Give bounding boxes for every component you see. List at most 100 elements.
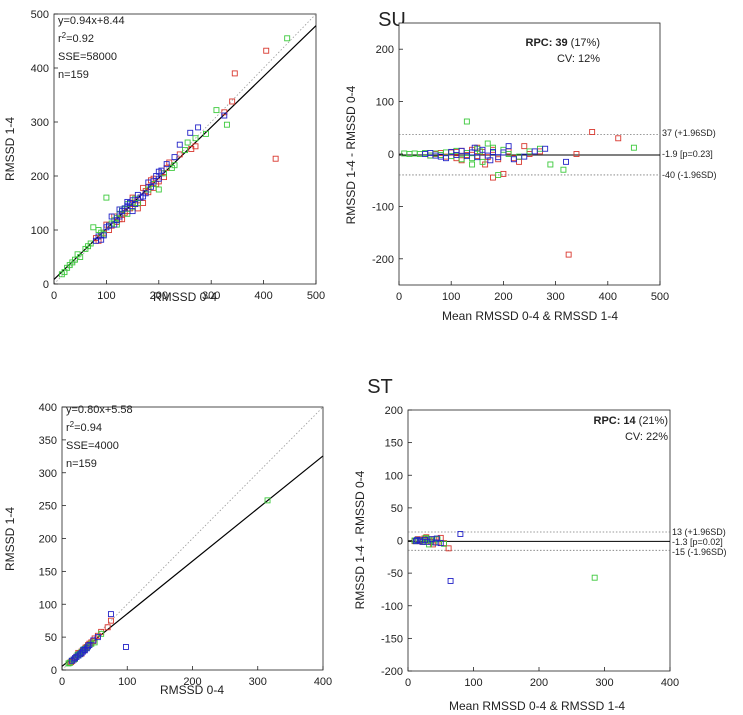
su-scatter-point-red-4 bbox=[221, 109, 228, 116]
st-scatter-point-blue-1 bbox=[122, 644, 129, 650]
su-bland-point-green-8 bbox=[495, 172, 502, 178]
su-bland-marks bbox=[399, 118, 660, 258]
st-bland-ylabel: RMSSD 1-4 - RMSSD 0-4 bbox=[353, 470, 367, 609]
st-bland-ytick-label-4: 0 bbox=[397, 536, 403, 548]
st-lower-label: -15 (-1.96SD) bbox=[672, 547, 727, 557]
st-bland-xtick-label-4: 400 bbox=[661, 677, 679, 689]
su-bland-point-green-3 bbox=[547, 161, 554, 168]
st-scatter-ytick-label-1: 50 bbox=[45, 632, 57, 644]
su-scatter-point-blue-0 bbox=[221, 112, 228, 119]
su-bland-point-blue-1 bbox=[542, 145, 549, 152]
su-rpc-value: 39 bbox=[555, 37, 567, 49]
su-scatter-ytick-label-2: 200 bbox=[31, 171, 49, 183]
st-scatter-ytick-label-3: 150 bbox=[39, 566, 57, 578]
su-scatter-ytick-label-3: 300 bbox=[31, 117, 49, 129]
st-bland-point-green-0 bbox=[591, 574, 598, 581]
st-bland-xtick-label-1: 100 bbox=[464, 677, 482, 689]
su-scatter-marks bbox=[53, 13, 317, 285]
st-scatter-stat-eq: y=0.80x+5.58 bbox=[66, 404, 133, 416]
su-bland-point-green-9 bbox=[484, 140, 491, 147]
st-bland-point-blue-0 bbox=[457, 531, 464, 537]
su-bland-point-red-22 bbox=[521, 143, 528, 150]
su-bland-ylabel: RMSSD 1-4 - RMSSD 0-4 bbox=[344, 85, 358, 224]
su-scatter-stat-r2: r2=0.92 bbox=[58, 31, 94, 46]
st-bland-point-green-12 bbox=[422, 534, 429, 541]
su-scatter-point-green-24 bbox=[103, 194, 110, 201]
st-scatter-ytick-label-5: 250 bbox=[39, 501, 57, 513]
su-scatter-point-blue-25 bbox=[103, 224, 110, 231]
su-scatter-stat-sse: SSE=58000 bbox=[58, 51, 117, 63]
su-scatter-xtick-label-4: 400 bbox=[254, 290, 272, 302]
su-bland-xtick-label-2: 200 bbox=[494, 291, 512, 303]
st-cv: CV: 22% bbox=[625, 431, 668, 443]
su-bland-point-blue-14 bbox=[458, 147, 465, 154]
st-scatter-point-blue-2 bbox=[94, 634, 101, 641]
st-scatter-point-green-0 bbox=[264, 497, 271, 504]
su-bland-point-blue-4 bbox=[510, 156, 517, 163]
su-scatter-xtick-label-5: 500 bbox=[307, 290, 325, 302]
st-bland-panel: ST 0 100 200 300 400 -200 -150 -100 -50 0 50 100 150… bbox=[353, 376, 727, 713]
su-rpc-label: RPC: bbox=[526, 37, 553, 49]
su-scatter-point-green-28 bbox=[90, 224, 97, 231]
su-scatter-point-blue-35 bbox=[155, 175, 162, 182]
su-scatter-ticks: 0 100 200 300 400 500 0 100 200 300 400 500 bbox=[31, 9, 326, 302]
st-bland-point-green-2 bbox=[434, 536, 441, 543]
st-bland-ticks: 0 100 200 300 400 -200 -150 -100 -50 0 50 100 150 200 bbox=[381, 405, 679, 689]
su-scatter-ytick-label-5: 500 bbox=[31, 9, 49, 21]
st-scatter-point-red-1 bbox=[104, 624, 111, 631]
su-bias-label: -1.9 [p=0.23] bbox=[662, 149, 713, 159]
st-scatter-xtick-label-2: 200 bbox=[183, 676, 201, 688]
su-bland-point-blue-23 bbox=[471, 144, 478, 151]
su-scatter-xlabel: RMSSD 0-4 bbox=[153, 290, 217, 304]
st-bias-label: -1.3 [p=0.02] bbox=[672, 537, 723, 547]
su-rpc-pct: (17%) bbox=[571, 37, 600, 49]
st-scatter-ytick-label-4: 200 bbox=[39, 534, 57, 546]
su-bland-point-blue-2 bbox=[531, 148, 538, 155]
su-bland-ytick-label-1: -100 bbox=[372, 201, 394, 213]
su-bland-point-red-3 bbox=[573, 151, 580, 157]
st-scatter-point-blue-15 bbox=[85, 643, 92, 650]
su-bland-point-red-0 bbox=[565, 251, 572, 258]
st-scatter-panel: 0 100 200 300 400 0 50 100 150 200 250 300 350 400 y=… bbox=[3, 402, 332, 697]
st-bland-point-blue-11 bbox=[433, 535, 440, 542]
su-scatter-point-red-6 bbox=[188, 146, 195, 152]
st-scatter-point-blue-3 bbox=[90, 637, 97, 644]
st-bland-ytick-label-6: 100 bbox=[385, 470, 403, 482]
su-scatter-point-red-2 bbox=[231, 70, 238, 77]
su-scatter-ytick-label-0: 0 bbox=[43, 279, 49, 291]
st-scatter-stat-n: n=159 bbox=[66, 458, 97, 470]
su-scatter-point-green-3 bbox=[203, 130, 209, 137]
st-bland-ytick-label-8: 200 bbox=[385, 405, 403, 417]
su-scatter-point-green-5 bbox=[184, 139, 191, 146]
st-scatter-regression-line bbox=[61, 455, 324, 667]
su-scatter-point-blue-30 bbox=[129, 208, 136, 215]
su-bland-xtick-label-5: 500 bbox=[651, 291, 669, 303]
st-scatter-identity-line bbox=[61, 406, 324, 671]
su-scatter-xtick-label-2: 200 bbox=[150, 290, 168, 302]
su-scatter-panel: 0 100 200 300 400 500 0 100 200 300 400 500 y=0.94x… bbox=[3, 9, 325, 304]
su-bland-point-green-0 bbox=[630, 144, 637, 151]
su-bland-point-green-26 bbox=[469, 161, 476, 168]
st-scatter-xtick-label-1: 100 bbox=[118, 676, 136, 688]
st-scatter-xtick-label-3: 300 bbox=[249, 676, 267, 688]
st-scatter-ticks: 0 100 200 300 400 0 50 100 150 200 250 300 350 400 bbox=[39, 402, 333, 688]
su-scatter-point-blue-31 bbox=[140, 193, 147, 200]
st-scatter-point-blue-16 bbox=[80, 646, 87, 653]
su-scatter-point-blue-29 bbox=[92, 237, 99, 244]
su-scatter-point-green-4 bbox=[192, 135, 199, 142]
st-scatter-point-red-0 bbox=[107, 617, 114, 624]
st-bland-marks bbox=[408, 531, 670, 584]
su-scatter-point-blue-33 bbox=[116, 206, 123, 213]
st-scatter-stat-r2: r2=0.94 bbox=[66, 420, 102, 435]
st-panel-title: ST bbox=[367, 376, 393, 398]
su-scatter-point-blue-1 bbox=[195, 124, 202, 131]
su-bland-point-green-14 bbox=[458, 156, 465, 163]
su-scatter-point-green-6 bbox=[182, 147, 188, 154]
st-bland-ytick-label-0: -200 bbox=[381, 666, 403, 678]
st-scatter-xtick-label-4: 400 bbox=[314, 676, 332, 688]
su-scatter-point-red-1 bbox=[272, 155, 279, 162]
st-scatter-ylabel: RMSSD 1-4 bbox=[3, 507, 17, 571]
st-bland-point-green-1 bbox=[441, 540, 447, 547]
su-scatter-point-green-38 bbox=[69, 259, 76, 266]
st-bland-point-blue-3 bbox=[432, 539, 439, 546]
